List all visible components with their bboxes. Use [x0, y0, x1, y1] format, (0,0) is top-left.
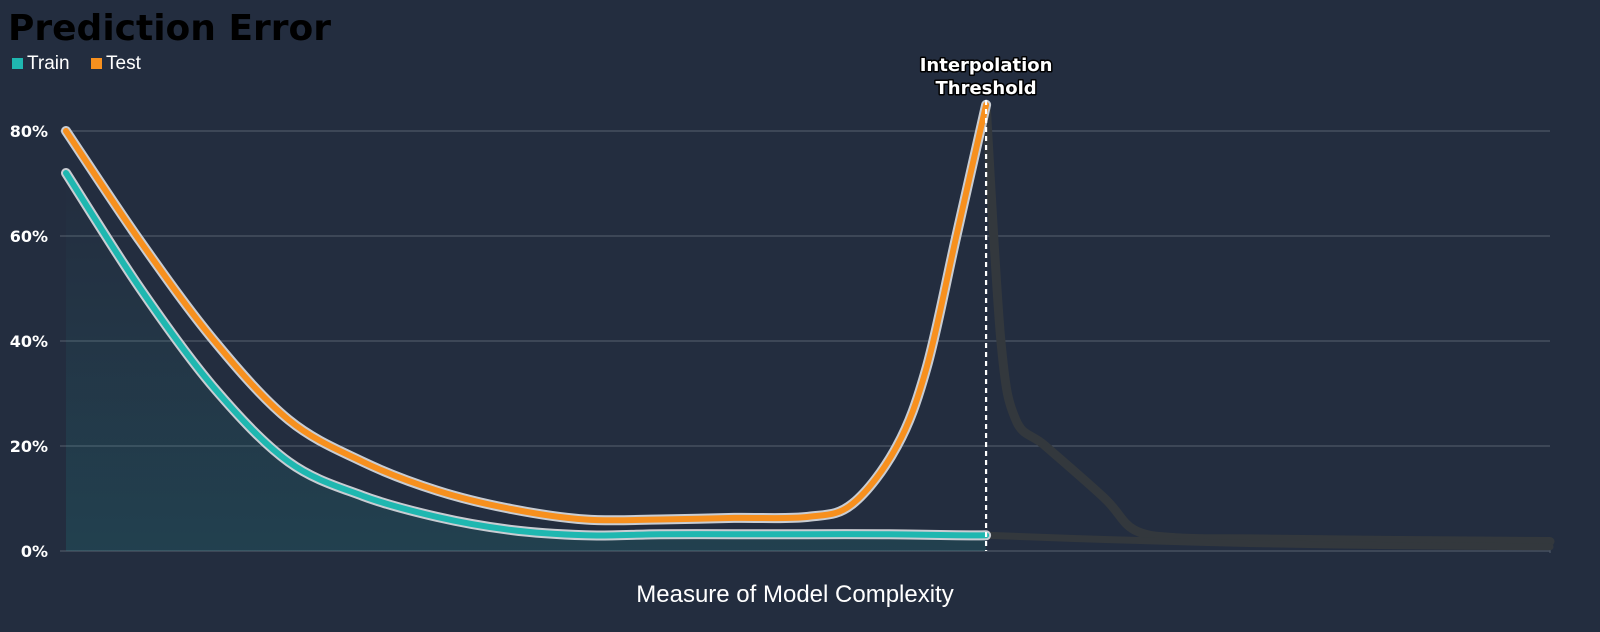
- train-area-fill: [66, 173, 987, 551]
- gridlines: [60, 130, 1551, 553]
- y-tick-label: 40%: [10, 332, 48, 351]
- y-axis: 0% 20% 40% 60% 80%: [10, 122, 48, 561]
- y-tick-label: 0%: [21, 542, 48, 561]
- train-line: [63, 170, 990, 539]
- y-tick-label: 60%: [10, 227, 48, 246]
- legend-swatch-test: [91, 58, 102, 69]
- past-threshold-series: [981, 100, 1555, 551]
- legend-label-test: Test: [106, 53, 142, 74]
- test-ghost-line: [981, 100, 1555, 546]
- x-axis-label: Measure of Model Complexity: [636, 581, 953, 608]
- train-area: [66, 173, 987, 551]
- legend: Train Test: [12, 53, 142, 74]
- threshold-label: Interpolation: [920, 55, 1053, 76]
- threshold-label: Threshold: [936, 78, 1037, 99]
- chart-title: Prediction Error: [8, 8, 331, 49]
- legend-swatch-train: [12, 58, 23, 69]
- legend-label-train: Train: [27, 53, 70, 74]
- series-lines: [61, 99, 992, 541]
- y-tick-label: 20%: [10, 437, 48, 456]
- train-ghost-line: [982, 531, 1554, 551]
- test-line: [63, 101, 990, 524]
- y-tick-label: 80%: [10, 122, 48, 141]
